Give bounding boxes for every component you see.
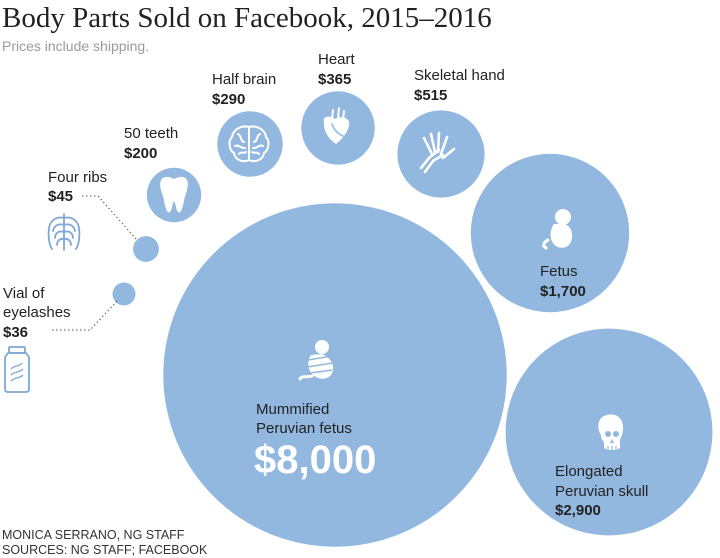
label-name: Skeletal hand — [414, 67, 505, 84]
label-price: $1,700 — [540, 283, 586, 300]
ribcage-icon — [47, 213, 81, 251]
bubble-vial-of-eyelashes — [112, 282, 136, 306]
label-name: Peruvian skull — [555, 483, 648, 500]
leader-line-vial — [52, 299, 119, 331]
label-name: Vial of — [3, 285, 45, 302]
bubble-fetus — [470, 153, 630, 313]
label-four-ribs: Four ribs $45 — [48, 169, 107, 205]
tooth-icon — [160, 176, 188, 213]
chart-subtitle: Prices include shipping. — [2, 38, 150, 54]
label-name: eyelashes — [3, 304, 71, 321]
label-heart: Heart $365 — [318, 51, 356, 88]
label-name: 50 teeth — [124, 125, 178, 142]
sources-line: SOURCES: NG STAFF; FACEBOOK — [2, 543, 208, 557]
label-name: Half brain — [212, 71, 276, 88]
fetus-icon — [542, 209, 573, 250]
label-name: Peruvian fetus — [256, 420, 352, 437]
label-name: Elongated — [555, 463, 623, 480]
label-half-brain: Half brain $290 — [212, 71, 276, 108]
label-50-teeth: 50 teeth $200 — [124, 125, 178, 162]
label-name: Mummified — [256, 401, 329, 418]
label-fetus: Fetus $1,700 — [540, 263, 586, 300]
label-name: Four ribs — [48, 169, 107, 186]
leader-line-ribs — [82, 195, 138, 241]
heart-icon — [323, 107, 350, 144]
label-price: $365 — [318, 71, 351, 88]
skeletal-hand-icon — [419, 131, 456, 174]
brain-icon — [228, 125, 270, 163]
mummy-icon — [298, 340, 334, 381]
skull-icon — [598, 414, 624, 450]
label-vial-of-eyelashes: Vial of eyelashes $36 — [3, 285, 71, 341]
bubble-mummified-peruvian-fetus — [163, 203, 507, 547]
label-elongated-peruvian-skull: Elongated Peruvian skull $2,900 — [555, 463, 648, 519]
label-price: $36 — [3, 324, 28, 341]
vial-icon — [4, 346, 30, 393]
credits: MONICA SERRANO, NG STAFF SOURCES: NG STA… — [2, 528, 207, 558]
label-price: $8,000 — [254, 438, 376, 482]
label-mummified-peruvian-fetus: Mummified Peruvian fetus $8,000 — [254, 401, 376, 482]
label-price: $45 — [48, 188, 73, 205]
label-name: Heart — [318, 51, 356, 68]
credit-line: MONICA SERRANO, NG STAFF — [2, 528, 185, 542]
chart-title: Body Parts Sold on Facebook, 2015–2016 — [2, 2, 492, 34]
label-price: $290 — [212, 91, 245, 108]
bubble-half-brain — [217, 111, 283, 177]
label-name: Fetus — [540, 263, 578, 280]
label-price: $515 — [414, 87, 447, 104]
label-price: $200 — [124, 145, 157, 162]
label-skeletal-hand: Skeletal hand $515 — [414, 67, 505, 104]
label-price: $2,900 — [555, 502, 601, 519]
bubble-four-ribs — [133, 236, 159, 262]
